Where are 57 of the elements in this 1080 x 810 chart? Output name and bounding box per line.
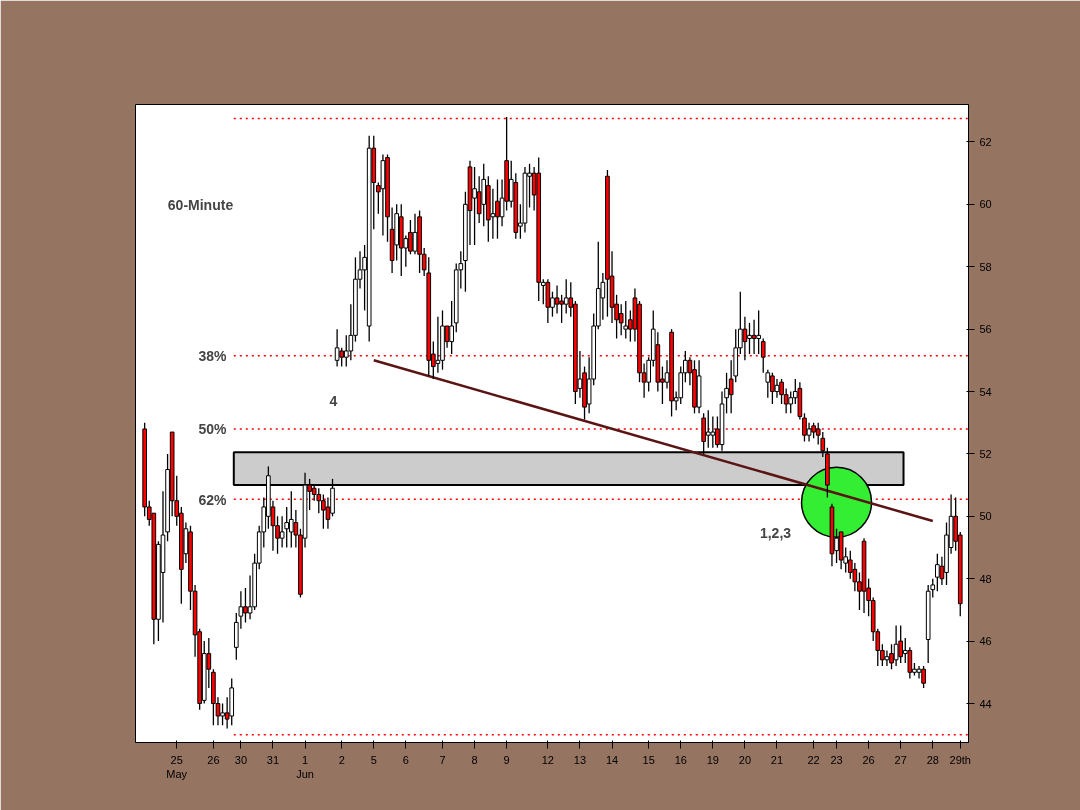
text: 60-Minute bbox=[167, 196, 234, 213]
x-tick-label: 13 bbox=[573, 753, 587, 766]
x-tick-label: 25 May bbox=[166, 753, 188, 780]
x-tick-label: 20 bbox=[738, 753, 752, 766]
candlestick bbox=[545, 278, 551, 324]
annotation: 50% bbox=[198, 420, 228, 437]
x-tick-label: 2 bbox=[338, 753, 345, 766]
x-tick-label: 22 bbox=[807, 753, 820, 766]
candlestick bbox=[490, 188, 496, 240]
x-tick-label: 15 bbox=[642, 753, 655, 766]
x-tick-label: 26 bbox=[207, 753, 220, 766]
candlestick bbox=[554, 284, 560, 315]
x-tick-label: 8 bbox=[471, 753, 478, 766]
x-tick-label: 23 bbox=[830, 753, 843, 766]
x-tick-label: 21 bbox=[770, 753, 784, 766]
x-tick-label: 19 bbox=[706, 753, 719, 766]
y-tick-label: 62 bbox=[979, 135, 992, 148]
candlestick bbox=[522, 166, 528, 234]
x-tick-label: 7 bbox=[439, 753, 446, 766]
x-tick-label: 5 bbox=[370, 753, 377, 766]
candlestick bbox=[907, 646, 913, 680]
candlestick bbox=[696, 359, 702, 415]
annotation: 1,2,3 bbox=[759, 524, 792, 541]
x-tick-label: 31 bbox=[266, 753, 280, 766]
y-tick-label: 52 bbox=[979, 447, 992, 460]
x-tick-label: 29th bbox=[949, 753, 971, 766]
candlestick bbox=[884, 649, 890, 667]
x-tick-label: 9 bbox=[503, 753, 510, 766]
candlestick bbox=[476, 175, 482, 224]
y-tick-label: 56 bbox=[979, 323, 992, 336]
y-tick-label: 48 bbox=[979, 572, 992, 585]
y-tick-label: 60 bbox=[979, 198, 992, 211]
y-tick-label: 58 bbox=[979, 260, 992, 273]
annotation: 38% bbox=[198, 347, 228, 364]
x-tick-label: 6 bbox=[402, 753, 409, 766]
candlestick bbox=[279, 515, 285, 549]
x-tick-label: 14 bbox=[605, 753, 619, 766]
x-tick-label: 12 bbox=[541, 753, 555, 766]
candlestick bbox=[742, 316, 748, 361]
candlestick bbox=[861, 537, 867, 614]
y-tick-label: 46 bbox=[979, 635, 992, 648]
y-tick-label: 50 bbox=[979, 510, 992, 523]
x-tick-label: 16 bbox=[674, 753, 687, 766]
candlestick bbox=[334, 328, 340, 368]
annotation: 62% bbox=[198, 491, 228, 508]
candlestick bbox=[852, 562, 858, 592]
candlestick bbox=[380, 153, 386, 237]
x-tick-label: 1 Jun bbox=[296, 753, 314, 780]
x-tick-label: 28 bbox=[926, 753, 939, 766]
x-tick-label: 27 bbox=[894, 753, 907, 766]
annotation: 4 bbox=[329, 392, 338, 409]
x-tick-label: 26 bbox=[862, 753, 875, 766]
candlestick bbox=[774, 378, 780, 399]
y-tick-label: 44 bbox=[979, 697, 992, 710]
x-tick-label: 30 bbox=[234, 753, 248, 766]
y-tick-label: 54 bbox=[979, 385, 992, 398]
candlestick bbox=[435, 316, 441, 374]
